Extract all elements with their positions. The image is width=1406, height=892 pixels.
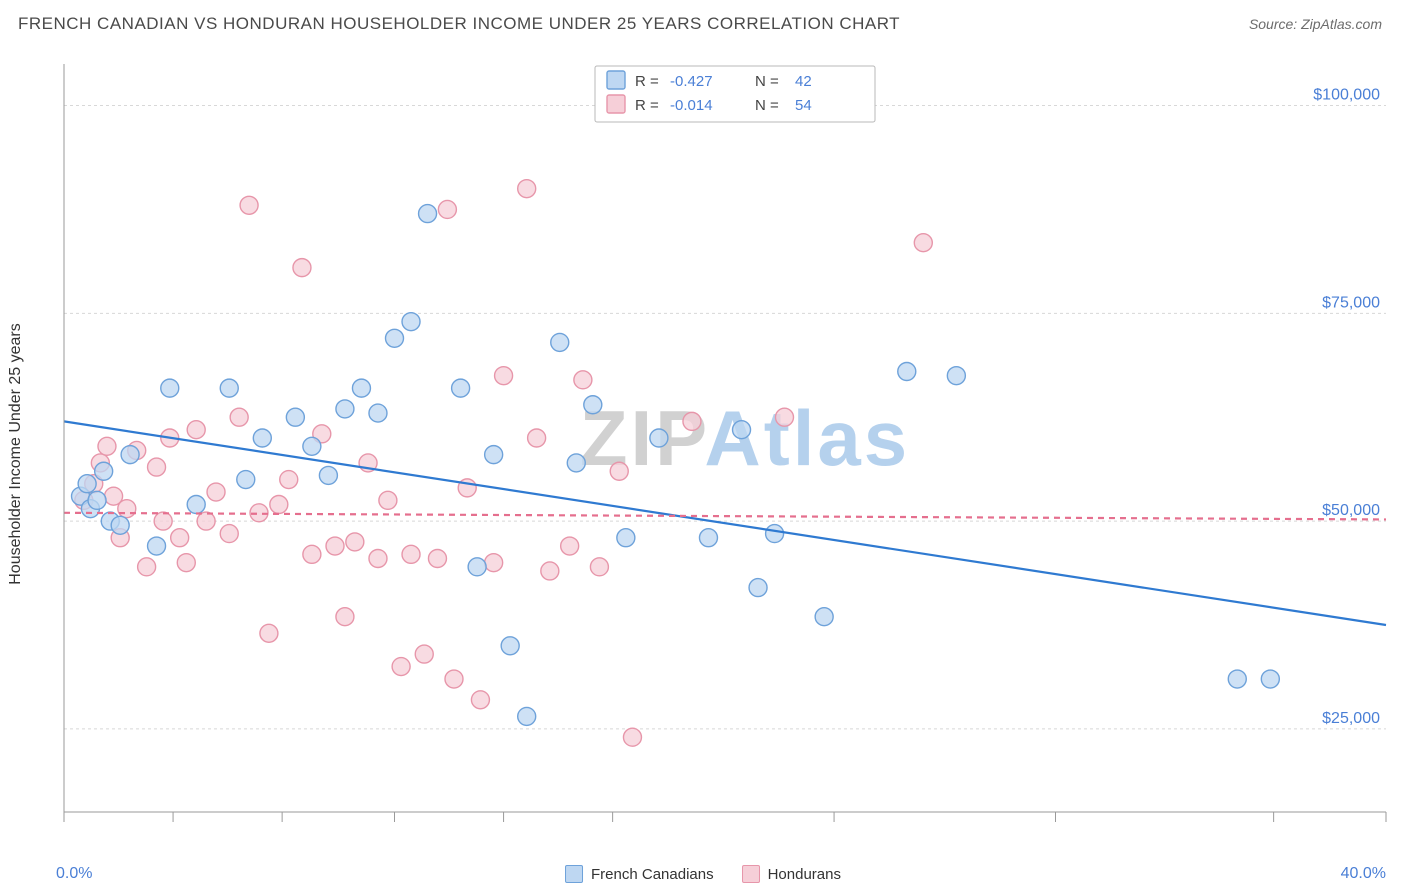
svg-text:N =: N =	[755, 97, 779, 114]
svg-text:R =: R =	[635, 73, 659, 90]
svg-text:$75,000: $75,000	[1322, 294, 1380, 311]
scatter-plot: $25,000$50,000$75,000$100,000ZIPAtlasR =…	[60, 60, 1390, 830]
svg-text:-0.427: -0.427	[670, 73, 713, 90]
legend-item-french-canadians: French Canadians	[565, 865, 714, 883]
page-title: FRENCH CANADIAN VS HONDURAN HOUSEHOLDER …	[18, 14, 900, 34]
source-label: Source: ZipAtlas.com	[1249, 16, 1382, 32]
svg-text:N =: N =	[755, 73, 779, 90]
chart-area: Householder Income Under 25 years $25,00…	[50, 60, 1390, 830]
legend-label: French Canadians	[591, 866, 714, 883]
x-axis-min-label: 0.0%	[56, 865, 92, 883]
svg-text:-0.014: -0.014	[670, 97, 713, 114]
svg-text:$50,000: $50,000	[1322, 502, 1380, 519]
y-axis-label: Householder Income Under 25 years	[7, 323, 25, 584]
legend-label: Hondurans	[768, 866, 841, 883]
legend-swatch	[742, 865, 760, 883]
x-axis-max-label: 40.0%	[1341, 865, 1386, 883]
bottom-legend: French Canadians Hondurans	[565, 865, 841, 883]
svg-text:R =: R =	[635, 97, 659, 114]
svg-text:$25,000: $25,000	[1322, 710, 1380, 727]
legend-item-hondurans: Hondurans	[742, 865, 841, 883]
svg-text:42: 42	[795, 73, 812, 90]
svg-text:54: 54	[795, 97, 812, 114]
legend-swatch	[565, 865, 583, 883]
svg-text:$100,000: $100,000	[1313, 87, 1380, 104]
